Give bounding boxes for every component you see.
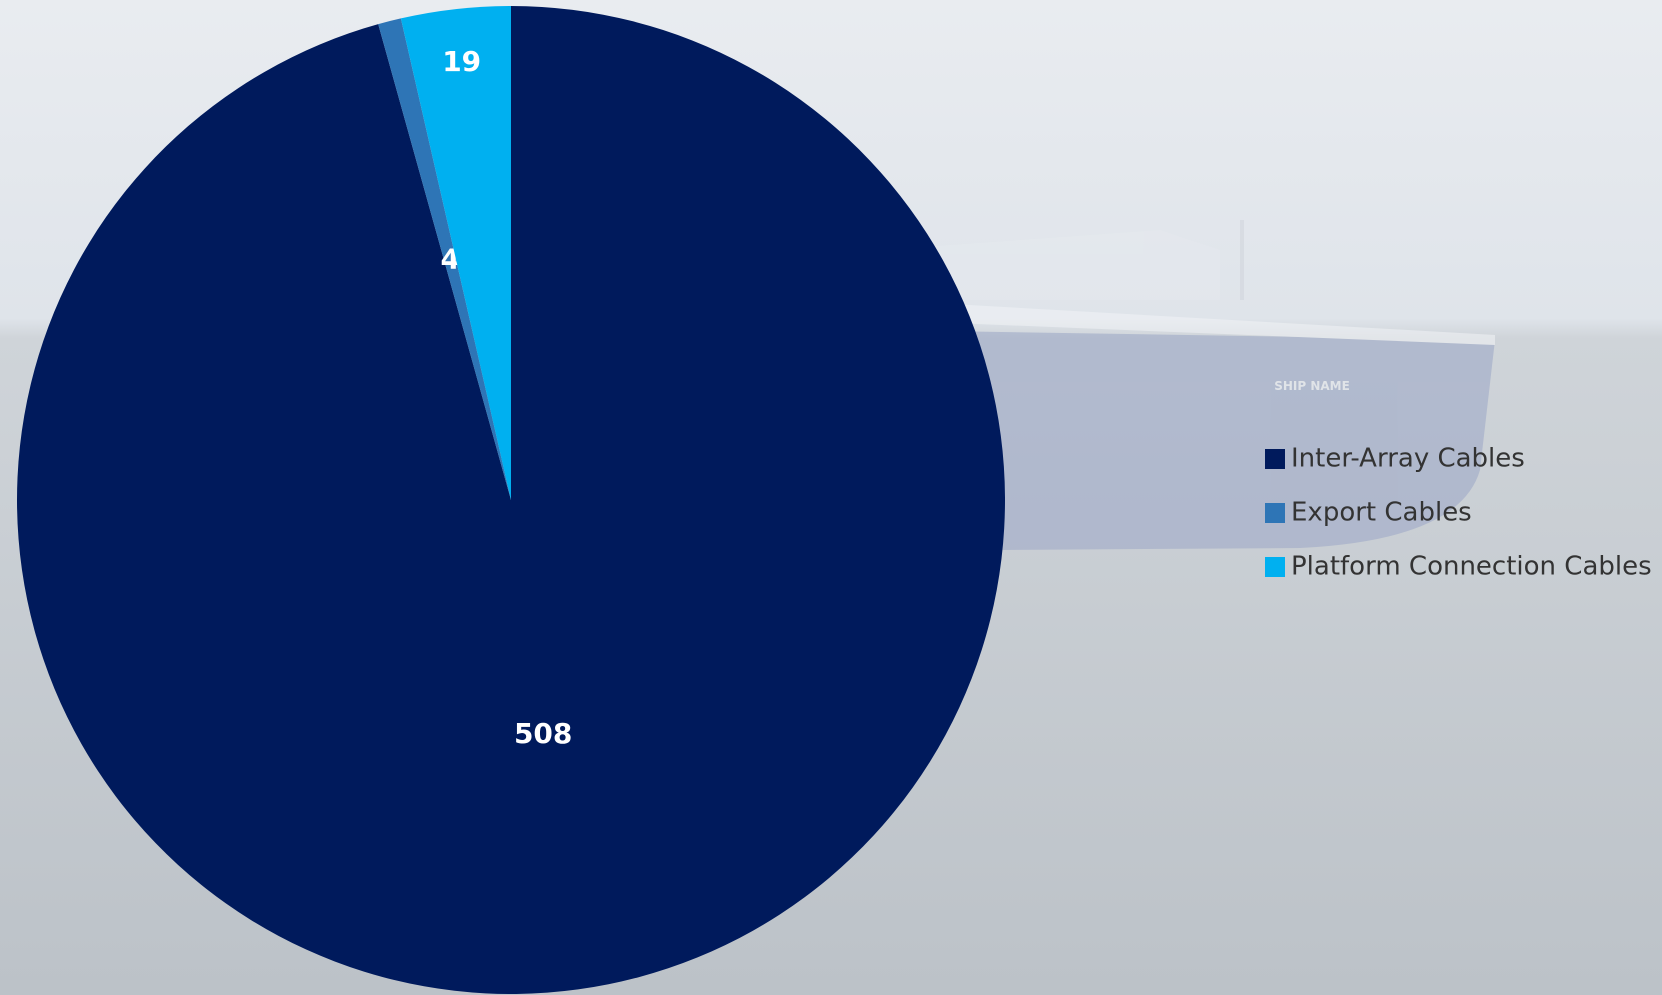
data-label: 19 (442, 45, 481, 78)
ship: SHIP NAME (880, 220, 1495, 550)
pie-slice (378, 18, 511, 501)
legend-label: Platform Connection Cables (1291, 552, 1652, 582)
legend: Inter-Array Cables Export Cables Platform … (1265, 444, 1652, 582)
legend-label: Inter-Array Cables (1291, 444, 1525, 474)
ship-name: SHIP NAME (1274, 379, 1350, 393)
data-label: 508 (514, 717, 572, 750)
legend-swatch (1265, 503, 1285, 523)
pie-slice (400, 6, 511, 500)
legend-swatch (1265, 449, 1285, 469)
legend-swatch (1265, 557, 1285, 577)
legend-label: Export Cables (1291, 498, 1472, 528)
